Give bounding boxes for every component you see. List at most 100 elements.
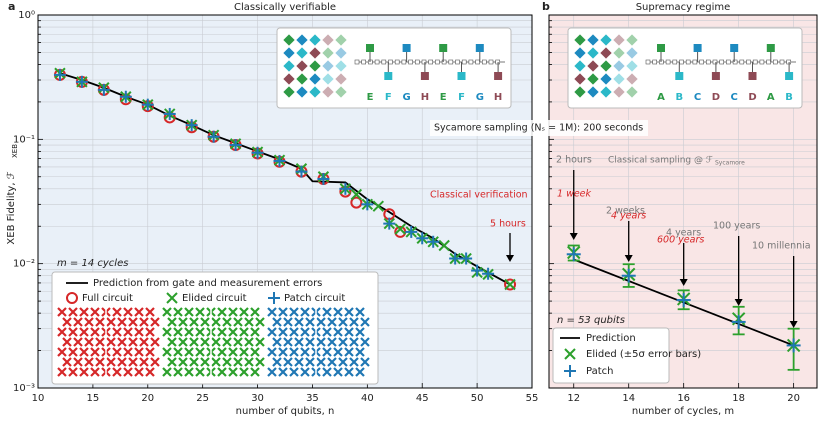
inset-gate [732,59,738,65]
inset-label: F [385,92,392,103]
marker-plus [185,119,198,132]
lattice-cell [289,367,299,377]
lattice-cell [184,327,194,337]
inset-qubit [296,34,308,46]
lattice-cell [316,317,326,327]
lattice-cell [162,327,172,337]
inset-gate [759,59,765,65]
inset-coupler [657,44,665,52]
lattice-cell [272,317,282,327]
inset-gate [746,59,751,65]
marker-plus [273,154,286,167]
lattice-cell [167,317,177,327]
inset-label: E [440,92,447,103]
marker-plus [207,130,220,143]
lattice-cell [250,327,260,337]
lattice-cell [355,347,365,357]
lattice-cell [327,357,337,367]
lattice-cell [278,367,288,377]
lattice-cell [300,367,310,377]
x-tick-label: 20 [141,393,154,404]
lattice-cell [57,327,67,337]
lattice-cell [167,337,177,347]
lattice-cell [294,357,304,367]
inset-coupler [675,72,684,80]
lattice-cell [283,337,293,347]
inset-qubit [587,34,599,46]
lattice-cell [106,337,116,347]
marker-plus [621,268,636,283]
inset-qubit [613,47,625,59]
annotation: Classical sampling @ ℱ [608,156,713,166]
lattice-cell [239,327,249,337]
inset-gate [672,59,678,65]
lattice-cell [322,307,332,317]
marker-x [394,223,406,235]
lattice-cell [134,327,144,337]
panel-label: b [542,0,550,13]
inset-coupler [384,72,393,80]
x-tick-label: 10 [32,393,45,404]
inset-gate [441,59,447,65]
lattice-cell [145,347,155,357]
lattice-cell [250,307,260,317]
inset-gate [475,59,480,65]
inset-gate [468,59,474,65]
lattice-cell [162,347,172,357]
lattice-cell [90,327,100,337]
inset-gate [665,59,671,65]
lattice-cell [73,337,83,347]
lattice-cell [344,367,354,377]
inset-label: B [785,92,793,103]
lattice-cell [283,317,293,327]
lattice-cell [173,307,183,317]
x-tick-label: 20 [787,393,800,404]
lattice-cell [267,347,277,357]
inset-qubit [626,34,638,46]
lattice-cell [79,307,89,317]
lattice-cell [283,357,293,367]
arrow-head [679,279,688,286]
lattice-cell [267,367,277,377]
inset-gate [705,59,711,65]
lattice-cell [217,327,227,337]
inset-gate [435,59,440,65]
lattice-cell [73,317,83,327]
lattice-cell [184,347,194,357]
inset-gate [645,59,651,65]
y-tick-label: 10⁻³ [13,383,35,394]
legend-marker [564,348,576,360]
inset-label: H [421,92,429,103]
lattice-cell [211,317,221,327]
lattice-cell [333,367,343,377]
inset-gate [361,59,367,65]
lattice-cell [305,357,315,367]
inset-qubit [574,47,586,59]
lattice-cell [134,307,144,317]
lattice-cell [267,307,277,317]
stroke [504,278,516,291]
lattice-cell [195,367,205,377]
lattice-cell [272,357,282,367]
inset-label: H [494,92,502,103]
lattice-cell [90,347,100,357]
marker-plus [566,247,581,262]
marker-plus [471,264,484,277]
lattice-cell [73,357,83,367]
lattice-cell [84,357,94,367]
inset-box [567,27,803,109]
lattice-cell [355,307,365,317]
lattice-cell [90,367,100,377]
arrow-head [734,299,743,306]
marker-x [438,239,450,252]
legend-label: Prediction [586,333,636,344]
marker-plus [460,252,473,265]
legend-label: Patch [586,366,613,377]
lattice-cell [267,327,277,337]
lattice-cell [162,307,172,317]
lattice-cell [294,337,304,347]
lattice-cell [90,307,100,317]
arrow-head [569,233,578,240]
lattice-cell [184,367,194,377]
inset-coupler [748,72,757,80]
